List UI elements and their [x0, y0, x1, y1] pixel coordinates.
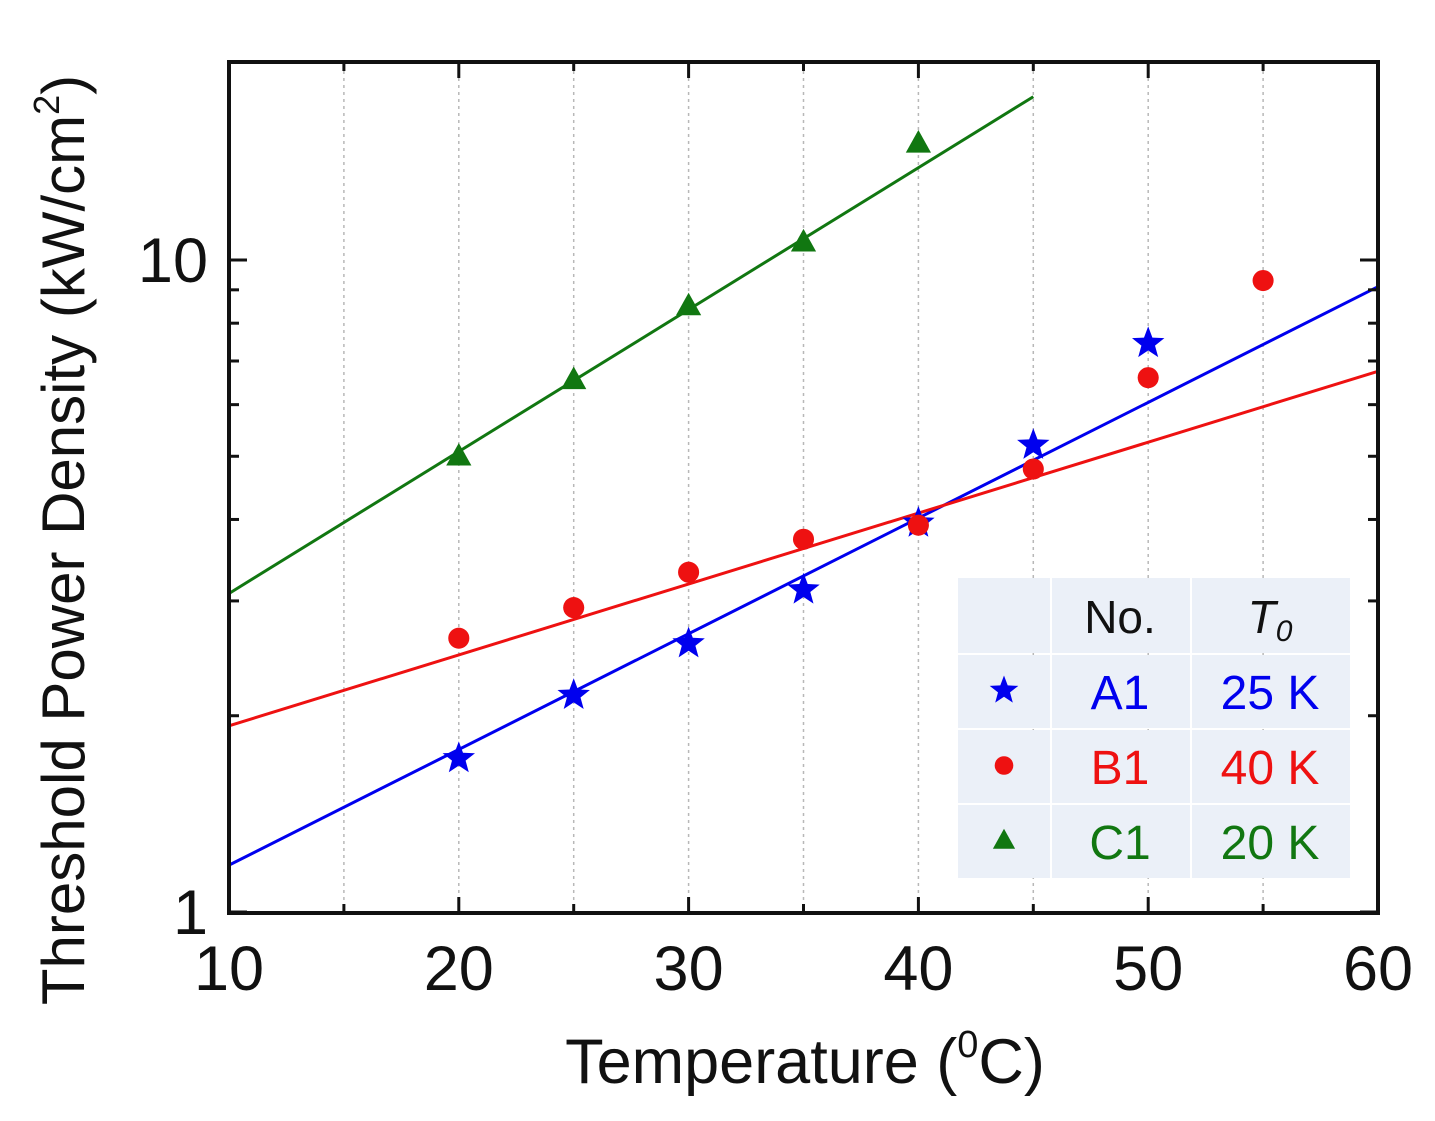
x-axis-title-sup: 0 — [957, 1024, 978, 1066]
legend-header-t: T — [1248, 591, 1279, 643]
point-A1-50 — [1132, 326, 1165, 358]
point-B1-20 — [448, 627, 470, 649]
point-A1-35 — [787, 572, 820, 604]
legend-t0-C1: 20 K — [1221, 817, 1320, 870]
legend-name-B1: B1 — [1091, 742, 1150, 795]
point-A1-45 — [1017, 428, 1050, 459]
y-axis-title: Threshold Power Density (kW/cm2) — [26, 75, 97, 1005]
x-tick-label-30: 30 — [654, 934, 724, 1004]
legend-header-t-sub: 0 — [1276, 615, 1293, 648]
legend-cell-0-0 — [958, 578, 1050, 653]
point-C1-30 — [676, 292, 702, 316]
y-tick-label-10: 10 — [138, 226, 208, 296]
legend-header-no: No. — [1084, 591, 1156, 643]
legend-cell-2-2 — [1192, 730, 1350, 803]
legend-cell-0-2 — [1192, 578, 1350, 653]
data-points — [442, 130, 1274, 773]
point-C1-40 — [905, 130, 931, 153]
y-axis-title-end: ) — [30, 75, 97, 95]
legend-marker-B1 — [994, 756, 1014, 775]
point-C1-20 — [446, 443, 472, 466]
x-tick-label-50: 50 — [1113, 934, 1183, 1004]
point-B1-25 — [563, 597, 585, 619]
x-tick-label-40: 40 — [883, 934, 953, 1004]
point-B1-45 — [1022, 458, 1044, 480]
point-A1-25 — [557, 678, 590, 709]
legend-name-A1: A1 — [1091, 667, 1150, 720]
point-C1-35 — [790, 228, 817, 252]
x-axis-title: Temperature (0C) — [565, 1024, 1045, 1097]
legend-marker-C1 — [992, 828, 1016, 849]
y-tick-label-1: 1 — [173, 878, 208, 948]
point-B1-30 — [678, 561, 700, 583]
legend-name-C1: C1 — [1089, 817, 1150, 870]
y-axis-title-main: Threshold Power Density (kW/cm — [30, 115, 97, 1005]
point-B1-35 — [792, 528, 815, 550]
legend-t0-A1: 25 K — [1221, 667, 1320, 720]
point-B1-40 — [907, 514, 929, 536]
legend: No. T0 A1 25 K B1 40 K C1 20 K — [958, 578, 1350, 878]
legend-marker-A1 — [989, 675, 1019, 703]
x-tick-label-20: 20 — [424, 934, 494, 1004]
point-B1-50 — [1137, 367, 1159, 389]
legend-t0-B1: 40 K — [1221, 742, 1320, 795]
legend-header-t0: T0 — [1248, 591, 1293, 648]
x-tick-label-10: 10 — [194, 934, 264, 1004]
point-C1-25 — [561, 366, 587, 390]
legend-cell-3-2 — [1192, 805, 1350, 878]
point-A1-30 — [672, 626, 705, 658]
x-axis-title-end: C) — [978, 1027, 1044, 1097]
x-tick-label-60: 60 — [1343, 934, 1413, 1004]
x-axis-title-main: Temperature ( — [565, 1027, 957, 1097]
legend-cell-1-1 — [1052, 655, 1190, 728]
legend-cell-3-1 — [1052, 805, 1190, 878]
fit-line-C1 — [228, 95, 1035, 595]
legend-cell-0-1 — [1052, 578, 1190, 653]
legend-cell-2-1 — [1052, 730, 1190, 803]
point-A1-20 — [442, 741, 475, 773]
grid-lines — [343, 64, 1264, 911]
point-B1-55 — [1252, 270, 1274, 292]
y-axis-title-sup: 2 — [26, 95, 67, 115]
legend-cell-1-2 — [1192, 655, 1350, 728]
